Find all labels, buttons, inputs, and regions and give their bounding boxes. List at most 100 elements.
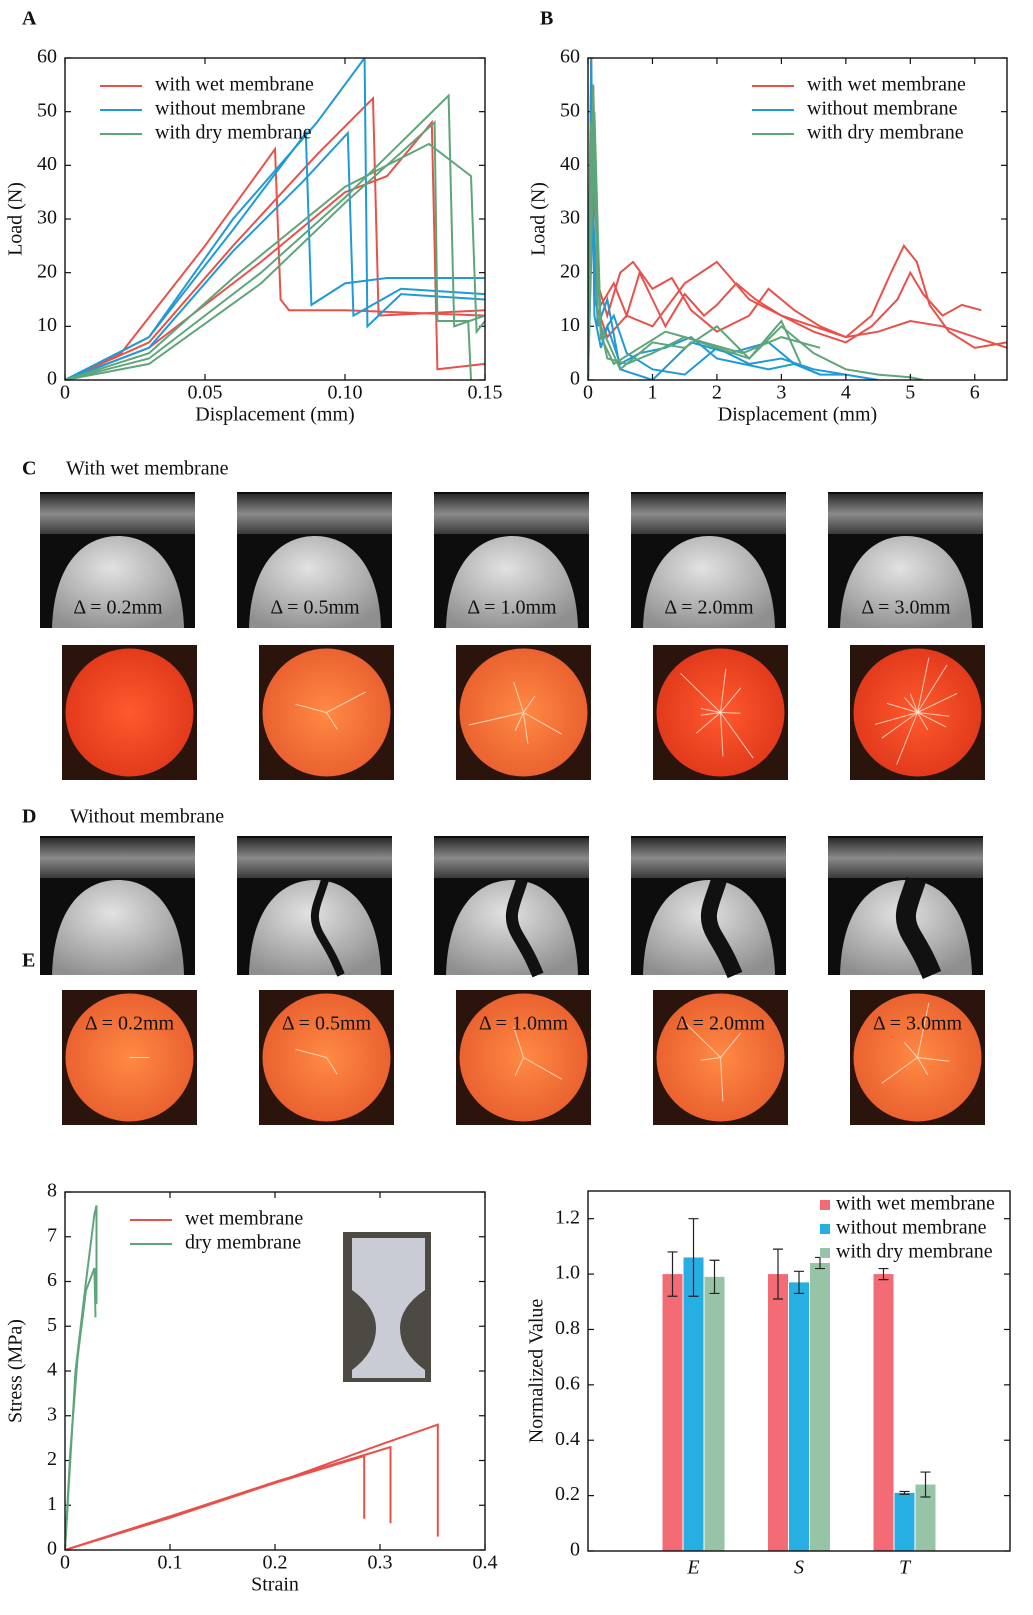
crack-line: [874, 712, 918, 725]
legend-label: with wet membrane: [836, 1193, 995, 1215]
error-bar: [920, 1471, 931, 1498]
x-tick-label: 0.10: [328, 382, 363, 404]
y-tick-label: 0: [570, 1539, 580, 1561]
y-tick-label: 5: [47, 1314, 57, 1336]
curve: [588, 111, 1007, 380]
y-tick-label: 8: [47, 1180, 57, 1202]
y-axis-label: Load (N): [5, 182, 27, 256]
y-tick-label: 10: [37, 314, 57, 336]
plot-area: [65, 1205, 439, 1550]
legend-label: with dry membrane: [836, 1241, 993, 1263]
crack-line: [680, 1017, 721, 1058]
x-tick-label: 0.4: [473, 1552, 498, 1574]
crack-line: [720, 712, 724, 757]
crack-line: [326, 1057, 338, 1075]
legend-label: wet membrane: [185, 1208, 303, 1230]
bar: [873, 1274, 894, 1551]
x-tick-label: 0: [60, 382, 70, 404]
x-axis-label: Displacement (mm): [195, 404, 354, 426]
curve: [65, 130, 485, 380]
bar: [683, 1257, 704, 1551]
axes-frame: [64, 1191, 486, 1551]
x-tick-label: 0.05: [188, 382, 223, 404]
panel-title: With wet membrane: [66, 458, 229, 480]
legend-swatch: [820, 1248, 830, 1258]
y-tick-label: 20: [560, 260, 580, 282]
legend-swatch: [820, 1224, 830, 1234]
crack-line: [700, 712, 721, 716]
y-tick-label: 40: [37, 153, 57, 175]
crack-line: [720, 1032, 742, 1058]
photo-label: Δ = 3.0mm: [873, 1013, 963, 1035]
photo-label: Δ = 2.0mm: [676, 1013, 766, 1035]
bar: [810, 1263, 830, 1551]
crack-line: [326, 712, 338, 730]
crack-line: [523, 712, 563, 735]
specimen-dome: [249, 536, 381, 628]
bar: [662, 1274, 683, 1551]
plot-area: [662, 1218, 936, 1551]
curve: [65, 1267, 97, 1550]
crack: [895, 876, 942, 979]
specimen: [352, 1238, 425, 1378]
x-tick-label: 6: [970, 382, 980, 404]
legend-label: without membrane: [155, 98, 306, 120]
bar: [704, 1276, 725, 1551]
y-tick-label: 0.4: [555, 1428, 580, 1450]
curve: [65, 130, 485, 380]
crack-line: [513, 681, 524, 713]
machine-head: [828, 838, 983, 878]
crack-line: [514, 1057, 524, 1076]
y-tick-label: 4: [47, 1359, 57, 1381]
legend-label: without membrane: [836, 1217, 987, 1239]
error-bar: [773, 1248, 783, 1300]
x-axis-label: Displacement (mm): [718, 404, 877, 426]
y-tick-label: 1.2: [555, 1206, 580, 1228]
crack-line: [917, 1057, 950, 1062]
crack-line: [909, 693, 918, 713]
machine-head: [237, 838, 392, 878]
legend-label: with dry membrane: [155, 122, 312, 144]
bar: [789, 1282, 809, 1551]
x-tick-label: 0: [583, 382, 593, 404]
machine-head: [631, 838, 786, 878]
crack-line: [514, 712, 524, 731]
error-bar: [688, 1218, 699, 1297]
panel-letter: C: [22, 458, 36, 480]
y-tick-label: 1: [47, 1493, 57, 1515]
crack: [505, 878, 544, 978]
legend-label: dry membrane: [185, 1232, 301, 1254]
crack-line: [680, 672, 721, 713]
x-tick-label: 0.2: [263, 1552, 288, 1574]
specimen-dome: [52, 536, 184, 628]
machine-head: [434, 838, 589, 878]
crack-line: [720, 687, 742, 713]
crack-line: [904, 697, 918, 713]
x-tick-label: E: [686, 1557, 699, 1579]
crack-line: [700, 1057, 721, 1061]
crack-line: [917, 657, 930, 713]
y-tick-label: 30: [560, 207, 580, 229]
machine-head: [40, 494, 195, 534]
legend-swatch: [820, 1200, 830, 1210]
y-tick-label: 60: [37, 46, 57, 68]
legend-label: with wet membrane: [155, 74, 314, 96]
crack-line: [917, 712, 929, 730]
y-tick-label: 1.0: [555, 1262, 580, 1284]
photo-label: Δ = 0.5mm: [270, 597, 360, 619]
machine-head: [40, 838, 195, 878]
error-bar: [794, 1270, 804, 1295]
legend-label: without membrane: [807, 98, 958, 120]
crack-line: [886, 702, 918, 713]
curve: [588, 58, 982, 380]
crack-line: [720, 1057, 724, 1102]
photo-label: Δ = 0.5mm: [282, 1013, 372, 1035]
specimen-dome: [840, 536, 972, 628]
crack-line: [523, 695, 536, 713]
x-tick-label: 5: [905, 382, 915, 404]
y-tick-label: 0.2: [555, 1483, 580, 1505]
curve: [65, 142, 485, 380]
y-tick-label: 0: [47, 368, 57, 390]
y-tick-label: 0: [47, 1538, 57, 1560]
axes-frame: [587, 57, 1008, 381]
